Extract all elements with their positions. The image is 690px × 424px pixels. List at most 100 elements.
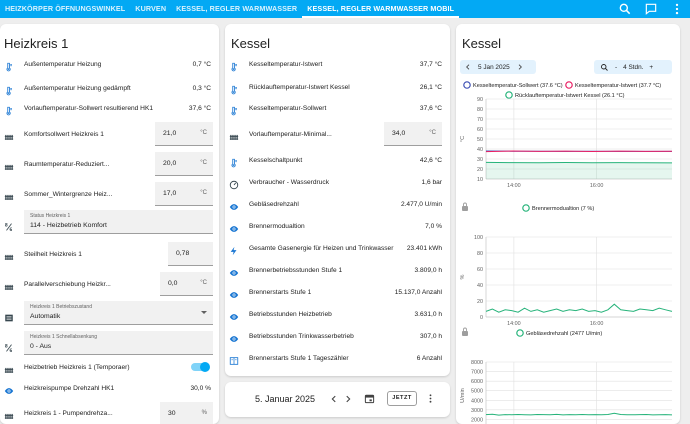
eye-icon: [229, 309, 239, 319]
eye-icon: [4, 383, 14, 393]
tab-kurven[interactable]: KURVEN: [130, 0, 171, 18]
legend-swatch-1[interactable]: [566, 82, 572, 88]
assist-icon[interactable]: [644, 2, 658, 16]
series-line-0-1: [486, 151, 672, 152]
legend-label-1: Kesseltemperatur-Istwert (37.7 °C): [575, 83, 661, 89]
radiator-icon: [4, 129, 14, 139]
legend-label-2: Gebläsedrehzahl (2477 U/min): [526, 331, 602, 337]
betriebszustand-select[interactable]: Heizkreis 1 Betriebszustand Automatik: [24, 301, 213, 325]
eye-icon: [229, 287, 239, 297]
chevron-right-icon[interactable]: [343, 394, 353, 404]
y-tick-label: 50: [477, 137, 483, 143]
time-range-chip[interactable]: - 4 Stdn. +: [594, 60, 672, 74]
pumpendreh-input-unit: %: [202, 410, 207, 416]
parallel-input[interactable]: 0,0°C: [160, 272, 213, 296]
kessel-detail-1-label: Verbraucher - Wasserdruck: [249, 179, 329, 186]
kessel-detail-2-label: Gebläsedrehzahl: [249, 201, 299, 208]
thermometer-icon: [229, 155, 239, 165]
kessel-row-2-label: Kesseltemperatur-Sollwert: [249, 105, 326, 112]
thermometer-icon: [229, 103, 239, 113]
vorlauf-min-input[interactable]: 34,0°C: [384, 122, 442, 146]
lock-icon: [462, 331, 468, 336]
kessel-detail-8-value: 307,0 h: [420, 333, 442, 340]
hk-number-2-input[interactable]: 17,0°C: [155, 182, 213, 206]
kessel-detail-6-label: Brennerstarts Stufe 1: [249, 289, 311, 296]
kessel-detail-4-label: Gesamte Gasenergie für Heizen und Trinkw…: [249, 245, 393, 252]
hk-number-0-input[interactable]: 21,0°C: [155, 122, 213, 146]
date-chip-label: 5 Jan 2025: [478, 64, 510, 71]
kessel-detail-3-value: 7,0 %: [425, 223, 442, 230]
parallel-input-value: 0,0: [168, 280, 177, 287]
radiator-icon: [4, 189, 14, 199]
y-tick-label: 90: [477, 97, 483, 103]
temporaer-label: Heizbetrieb Heizkreis 1 (Temporaer): [24, 364, 130, 371]
date-range-chip[interactable]: 5 Jan 2025: [460, 60, 536, 74]
pumpe-value: 30,0 %: [190, 385, 211, 392]
zoom-out-label[interactable]: -: [615, 64, 617, 71]
date-navigation-bar: 5. Januar 2025 JETZT: [225, 382, 450, 417]
thermometer-icon: [229, 59, 239, 69]
thermometer-icon: [4, 83, 14, 93]
radiator-icon: [4, 362, 14, 372]
y-tick-label: 3000: [471, 408, 483, 414]
status-heizkreis-select[interactable]: Status Heizkreis 1 114 - Heizbetrieb Komf…: [24, 210, 213, 234]
legend-swatch-0[interactable]: [464, 82, 470, 88]
hk-number-1-input-value: 20,0: [163, 160, 176, 167]
kessel-row-2-value: 37,6 °C: [420, 105, 442, 112]
legend-swatch-1[interactable]: [523, 205, 529, 211]
zoom-icon[interactable]: [600, 63, 609, 72]
x-tick-label: 14:00: [507, 183, 521, 189]
hk-number-0-input-value: 21,0: [163, 130, 176, 137]
kessel-row-1-value: 26,1 °C: [420, 84, 442, 91]
history-card: Kessel 5 Jan 2025 - 4 Stdn. + Kesseltemp…: [456, 24, 680, 424]
kessel-detail-2-value: 2.477,0 U/min: [401, 201, 442, 208]
thermometer-icon: [4, 59, 14, 69]
y-tick-label: 4000: [471, 398, 483, 404]
calendar-icon[interactable]: [364, 393, 375, 404]
x-tick-label: 14:00: [507, 321, 521, 327]
legend-swatch-2[interactable]: [517, 330, 523, 336]
betriebszustand-select-value: Automatik: [30, 313, 60, 320]
today-button[interactable]: JETZT: [387, 391, 417, 406]
date-label: 5. Januar 2025: [255, 394, 315, 404]
radiator-icon: [4, 279, 14, 289]
more-vert-icon[interactable]: [425, 393, 436, 404]
lock-icon-shackle: [464, 328, 467, 331]
hk-number-2-label: Sommer_Wintergrenze Heiz...: [24, 191, 112, 198]
kessel-row-0-label: Kesseltemperatur-Istwert: [249, 61, 322, 68]
status-heizkreis-select-value: 114 - Heizbetrieb Komfort: [30, 222, 107, 229]
search-icon[interactable]: [618, 2, 632, 16]
y-tick-label: 40: [477, 147, 483, 153]
thermometer-icon: [4, 103, 14, 113]
chevron-down-icon[interactable]: [201, 311, 207, 314]
eye-icon: [229, 221, 239, 231]
y-tick-label: 60: [477, 127, 483, 133]
x-tick-label: 16:00: [590, 183, 604, 189]
kessel-detail-5-label: Brennerbetriebsstunden Stufe 1: [249, 267, 342, 274]
kessel-detail-9-value: 6 Anzahl: [417, 355, 442, 362]
tab-kessel-regler[interactable]: KESSEL, REGLER WARMWASSER: [171, 0, 302, 18]
steilheit-input[interactable]: 0,78: [168, 242, 213, 266]
more-vert-icon[interactable]: [670, 2, 684, 16]
temporaer-toggle[interactable]: [191, 363, 209, 371]
hk-number-1-input[interactable]: 20,0°C: [155, 152, 213, 176]
chevron-right-icon[interactable]: [516, 63, 524, 71]
chevron-left-icon[interactable]: [329, 394, 339, 404]
tab-kessel-mobil[interactable]: KESSEL, REGLER WARMWASSER MOBIL: [302, 0, 459, 18]
betriebszustand-select-label: Heizkreis 1 Betriebszustand: [30, 304, 92, 310]
kessel-detail-7-value: 3.631,0 h: [415, 311, 443, 318]
hk-sensor-0-label: Außentemperatur Heizung: [24, 61, 101, 68]
kessel-detail-0-value: 42,6 °C: [420, 157, 442, 164]
chevron-left-icon[interactable]: [464, 63, 472, 71]
history-title: Kessel: [462, 36, 501, 51]
kessel-detail-3-label: Brennermodualtion: [249, 223, 305, 230]
zoom-in-label[interactable]: +: [649, 64, 653, 71]
hk-sensor-1-label: Außentemperatur Heizung gedämpft: [24, 85, 131, 92]
tab-heizkoerper[interactable]: HEIZKÖRPER ÖFFNUNGSWINKEL: [0, 0, 130, 18]
status-heizkreis-select-label: Status Heizkreis 1: [30, 213, 70, 219]
pumpendreh-input[interactable]: 30%: [160, 402, 213, 424]
legend-swatch-2[interactable]: [506, 92, 512, 98]
